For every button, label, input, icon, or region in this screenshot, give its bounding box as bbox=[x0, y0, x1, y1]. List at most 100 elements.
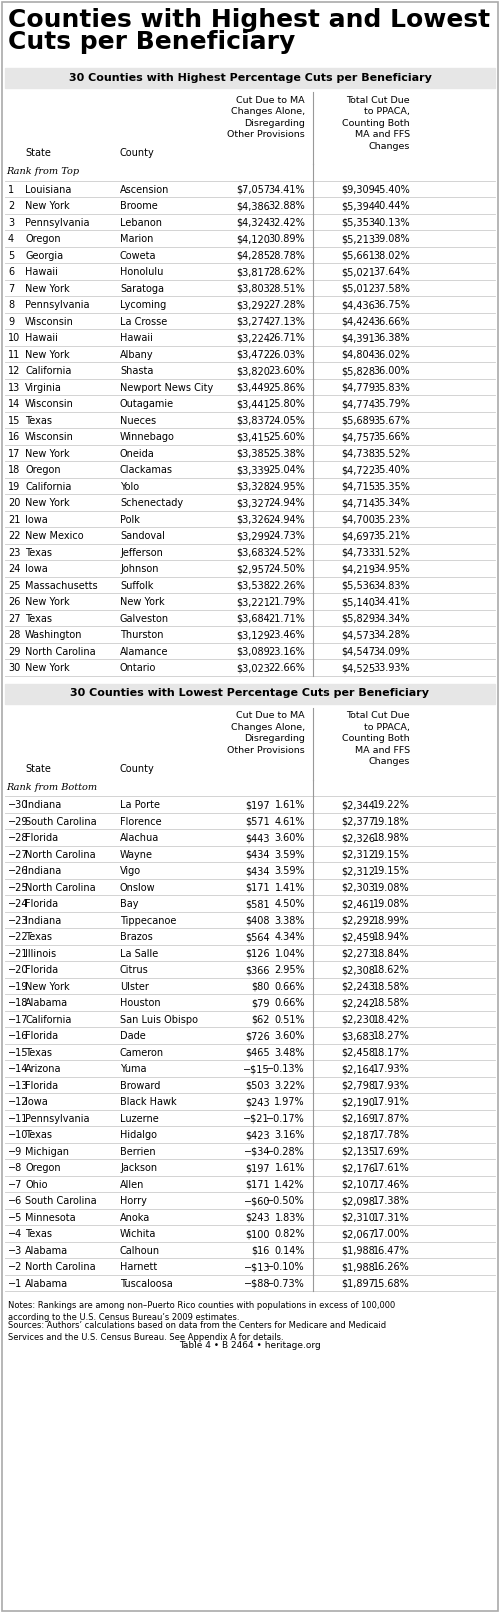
Text: −$21: −$21 bbox=[244, 1113, 270, 1124]
Text: $2,308: $2,308 bbox=[341, 965, 375, 976]
Text: 26.71%: 26.71% bbox=[268, 332, 305, 344]
Text: −1: −1 bbox=[8, 1279, 22, 1289]
Text: $4,424: $4,424 bbox=[341, 316, 375, 326]
Text: $3,221: $3,221 bbox=[236, 597, 270, 606]
Text: 17.38%: 17.38% bbox=[373, 1197, 410, 1207]
Text: $4,386: $4,386 bbox=[236, 202, 270, 211]
Text: Clackamas: Clackamas bbox=[120, 465, 173, 476]
Text: −14: −14 bbox=[8, 1065, 28, 1074]
Text: Indiana: Indiana bbox=[25, 866, 61, 876]
Text: Texas: Texas bbox=[25, 1047, 52, 1058]
Text: 18.58%: 18.58% bbox=[373, 998, 410, 1008]
Text: $7,057: $7,057 bbox=[236, 184, 270, 195]
Text: 30.89%: 30.89% bbox=[268, 234, 305, 244]
Text: Oregon: Oregon bbox=[25, 465, 60, 476]
Text: 39.08%: 39.08% bbox=[374, 234, 410, 244]
Text: South Carolina: South Carolina bbox=[25, 816, 97, 826]
Text: −20: −20 bbox=[8, 965, 28, 976]
Text: 18.58%: 18.58% bbox=[373, 982, 410, 992]
Text: $4,436: $4,436 bbox=[341, 300, 375, 310]
Text: 17.91%: 17.91% bbox=[373, 1097, 410, 1107]
Text: Newport News City: Newport News City bbox=[120, 382, 213, 392]
Text: 23.16%: 23.16% bbox=[268, 647, 305, 656]
Text: −27: −27 bbox=[8, 850, 28, 860]
Text: Marion: Marion bbox=[120, 234, 154, 244]
Text: Cuts per Beneficiary: Cuts per Beneficiary bbox=[8, 31, 295, 55]
Text: $2,458: $2,458 bbox=[341, 1047, 375, 1058]
Text: $3,327: $3,327 bbox=[236, 498, 270, 508]
Text: $2,098: $2,098 bbox=[341, 1197, 375, 1207]
Text: New York: New York bbox=[25, 202, 70, 211]
Text: $5,828: $5,828 bbox=[341, 366, 375, 376]
Text: 35.35%: 35.35% bbox=[373, 482, 410, 492]
Text: New York: New York bbox=[25, 982, 70, 992]
Text: $1,988: $1,988 bbox=[341, 1261, 375, 1273]
Text: 19.08%: 19.08% bbox=[374, 882, 410, 892]
Text: 18.27%: 18.27% bbox=[373, 1031, 410, 1040]
Text: −25: −25 bbox=[8, 882, 28, 892]
Text: $3,224: $3,224 bbox=[236, 332, 270, 344]
Text: Wisconsin: Wisconsin bbox=[25, 398, 74, 410]
Text: Schenectady: Schenectady bbox=[120, 498, 183, 508]
Text: Nueces: Nueces bbox=[120, 416, 156, 426]
Text: Texas: Texas bbox=[25, 613, 52, 624]
Text: Wayne: Wayne bbox=[120, 850, 153, 860]
Text: Polk: Polk bbox=[120, 515, 140, 524]
Text: Pennsylvania: Pennsylvania bbox=[25, 300, 90, 310]
Text: Houston: Houston bbox=[120, 998, 160, 1008]
Text: $5,012: $5,012 bbox=[341, 284, 375, 294]
Text: Sources: Authors’ calculations based on data from the Centers for Medicare and M: Sources: Authors’ calculations based on … bbox=[8, 1321, 386, 1342]
Text: 12: 12 bbox=[8, 366, 20, 376]
Text: Galveston: Galveston bbox=[120, 613, 169, 624]
Text: Dade: Dade bbox=[120, 1031, 146, 1040]
Text: Wisconsin: Wisconsin bbox=[25, 316, 74, 326]
Text: $2,377: $2,377 bbox=[341, 816, 375, 826]
Text: Alachua: Alachua bbox=[120, 832, 159, 844]
Text: 1: 1 bbox=[8, 184, 14, 195]
Text: −26: −26 bbox=[8, 866, 28, 876]
Text: 23.60%: 23.60% bbox=[268, 366, 305, 376]
Text: $5,021: $5,021 bbox=[341, 268, 375, 277]
Text: 7: 7 bbox=[8, 284, 14, 294]
Text: New York: New York bbox=[25, 350, 70, 360]
Text: Notes: Rankings are among non–Puerto Rico counties with populations in excess of: Notes: Rankings are among non–Puerto Ric… bbox=[8, 1302, 395, 1321]
Text: −0.17%: −0.17% bbox=[266, 1113, 305, 1124]
Text: 17.93%: 17.93% bbox=[373, 1081, 410, 1090]
Text: Florida: Florida bbox=[25, 832, 58, 844]
Text: 14: 14 bbox=[8, 398, 20, 410]
Text: −$88: −$88 bbox=[244, 1279, 270, 1289]
Text: $3,385: $3,385 bbox=[236, 448, 270, 458]
Text: 24: 24 bbox=[8, 565, 20, 574]
Text: New York: New York bbox=[25, 284, 70, 294]
Text: $5,213: $5,213 bbox=[341, 234, 375, 244]
Text: $2,273: $2,273 bbox=[341, 948, 375, 958]
Text: 1.61%: 1.61% bbox=[274, 800, 305, 810]
Text: 25.86%: 25.86% bbox=[268, 382, 305, 392]
Text: 4.50%: 4.50% bbox=[274, 898, 305, 910]
Text: −30: −30 bbox=[8, 800, 28, 810]
Text: 34.34%: 34.34% bbox=[374, 613, 410, 624]
Text: $3,339: $3,339 bbox=[236, 465, 270, 476]
Text: Total Cut Due
to PPACA,
Counting Both
MA and FFS
Changes: Total Cut Due to PPACA, Counting Both MA… bbox=[342, 97, 410, 150]
Text: 16.26%: 16.26% bbox=[373, 1261, 410, 1273]
Text: $2,190: $2,190 bbox=[341, 1097, 375, 1107]
Text: 35.23%: 35.23% bbox=[373, 515, 410, 524]
Text: 6: 6 bbox=[8, 268, 14, 277]
Text: $2,312: $2,312 bbox=[341, 850, 375, 860]
Text: 36.66%: 36.66% bbox=[374, 316, 410, 326]
Text: $1,988: $1,988 bbox=[341, 1245, 375, 1255]
Text: New York: New York bbox=[25, 663, 70, 673]
Text: $3,472: $3,472 bbox=[236, 350, 270, 360]
Text: 40.44%: 40.44% bbox=[374, 202, 410, 211]
Text: 0.66%: 0.66% bbox=[274, 998, 305, 1008]
Text: Arizona: Arizona bbox=[25, 1065, 62, 1074]
Text: 10: 10 bbox=[8, 332, 20, 344]
Text: 35.40%: 35.40% bbox=[373, 465, 410, 476]
Text: $3,803: $3,803 bbox=[236, 284, 270, 294]
Text: 17.78%: 17.78% bbox=[373, 1131, 410, 1140]
Text: Honolulu: Honolulu bbox=[120, 268, 164, 277]
Text: $434: $434 bbox=[246, 850, 270, 860]
Text: New Mexico: New Mexico bbox=[25, 531, 84, 540]
Text: 25.04%: 25.04% bbox=[268, 465, 305, 476]
Text: 15.68%: 15.68% bbox=[373, 1279, 410, 1289]
